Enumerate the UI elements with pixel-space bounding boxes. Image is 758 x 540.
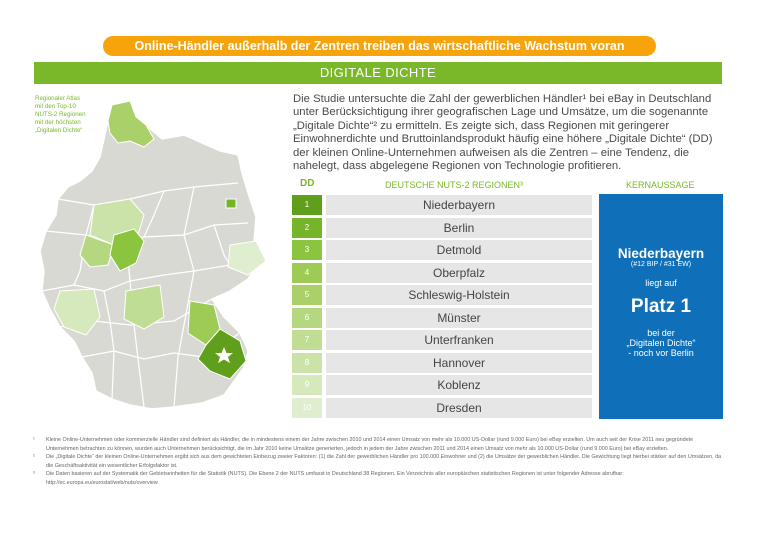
footnote-text: Die Daten basieren auf der Systematik de… — [46, 471, 624, 486]
table-row: 8 Hannover — [292, 352, 592, 375]
footnote: ² Die „Digitale Dichte“ der kleinen Onli… — [33, 453, 723, 470]
region-name: Detmold — [326, 240, 592, 260]
footnotes: ¹ Kleine Online-Unternehmen oder kommerz… — [33, 436, 723, 488]
table-row: 9 Koblenz — [292, 374, 592, 397]
footnote-number: ³ — [33, 471, 35, 478]
rank-badge: 2 — [292, 217, 322, 238]
rank-badge: 6 — [292, 307, 322, 328]
rank-badge: 7 — [292, 330, 322, 350]
map-caption-line: mit der höchsten — [35, 119, 81, 126]
key-region-name: Niederbayern — [617, 246, 705, 261]
footnote: ³ Die Daten basieren auf der Systematik … — [33, 470, 723, 487]
table-row: 5 Schleswig-Holstein — [292, 284, 592, 307]
table-row: 10 Dresden — [292, 397, 592, 420]
key-bei: bei der „Digitalen Dichte“ - noch vor Be… — [599, 328, 723, 358]
table-row: 3 Detmold — [292, 239, 592, 262]
rank-badge: 10 — [292, 397, 322, 418]
rank-badge: 3 — [292, 240, 322, 260]
section-title: DIGITALE DICHTE — [34, 62, 722, 84]
key-liegt: liegt auf — [645, 278, 677, 288]
ranking-table: 1 Niederbayern 2 Berlin 3 Detmold 4 Oberpfalz 5 S… — [292, 194, 592, 419]
rank-badge: 4 — [292, 262, 322, 283]
star-icon — [215, 347, 233, 363]
headline-banner: Online-Händler außerhalb der Zentren tre… — [103, 36, 656, 56]
key-bei-line: bei der — [647, 328, 675, 338]
column-header-dd: DD — [300, 178, 315, 189]
map-caption: Regionaler Atlas mit den Top-10 NUTS-2 R… — [35, 95, 95, 135]
rank-badge: 9 — [292, 375, 322, 395]
region-name: Schleswig-Holstein — [326, 285, 592, 305]
rank-badge: 1 — [292, 195, 322, 215]
column-header-region: DEUTSCHE NUTS-2 REGIONEN³ — [385, 180, 524, 190]
map-caption-line: mit den Top-10 — [35, 103, 76, 110]
footnote-number: ¹ — [33, 437, 35, 443]
footnote-text: Kleine Online-Unternehmen oder kommerzie… — [46, 437, 694, 452]
rank-badge: 5 — [292, 285, 322, 305]
region-name: Niederbayern — [326, 195, 592, 215]
key-platz: Platz 1 — [630, 296, 692, 317]
footnote: ¹ Kleine Online-Unternehmen oder kommerz… — [33, 436, 723, 453]
region-name: Koblenz — [326, 375, 592, 395]
region-name: Münster — [326, 307, 592, 328]
map-caption-line: Regionaler Atlas — [35, 95, 81, 102]
region-name: Hannover — [326, 352, 592, 373]
key-statement-box: Niederbayern (#12 BIP / #31 EW) liegt au… — [599, 194, 723, 419]
footnote-number: ² — [33, 454, 35, 461]
table-row: 6 Münster — [292, 307, 592, 330]
region-name: Dresden — [326, 397, 592, 418]
rank-badge: 8 — [292, 352, 322, 373]
region-muenster — [79, 234, 115, 268]
table-row: 2 Berlin — [292, 217, 592, 240]
region-name: Berlin — [326, 217, 592, 238]
map-caption-line: NUTS-2 Regionen — [35, 111, 86, 118]
germany-map — [39, 100, 267, 410]
column-header-key: KERNAUSSAGE — [626, 180, 695, 190]
region-name: Unterfranken — [326, 330, 592, 350]
region-detmold — [109, 228, 145, 272]
key-region-sub: (#12 BIP / #31 EW) — [630, 261, 692, 268]
intro-paragraph: Die Studie untersuchte die Zahl der gewe… — [293, 93, 713, 173]
region-unterfranken — [123, 284, 165, 330]
key-bei-line: „Digitalen Dichte“ — [626, 338, 696, 348]
region-koblenz — [53, 288, 101, 336]
footnote-text: Die „Digitale Dichte“ der kleinen Online… — [46, 454, 722, 469]
table-row: 1 Niederbayern — [292, 194, 592, 217]
table-row: 4 Oberpfalz — [292, 262, 592, 285]
key-bei-line: - noch vor Berlin — [628, 348, 694, 358]
map-caption-line: „Digitalen Dichte“ — [35, 127, 83, 134]
region-schleswig-holstein — [107, 100, 155, 148]
region-dresden — [227, 240, 267, 276]
region-name: Oberpfalz — [326, 262, 592, 283]
region-berlin — [225, 198, 237, 209]
table-row: 7 Unterfranken — [292, 329, 592, 352]
